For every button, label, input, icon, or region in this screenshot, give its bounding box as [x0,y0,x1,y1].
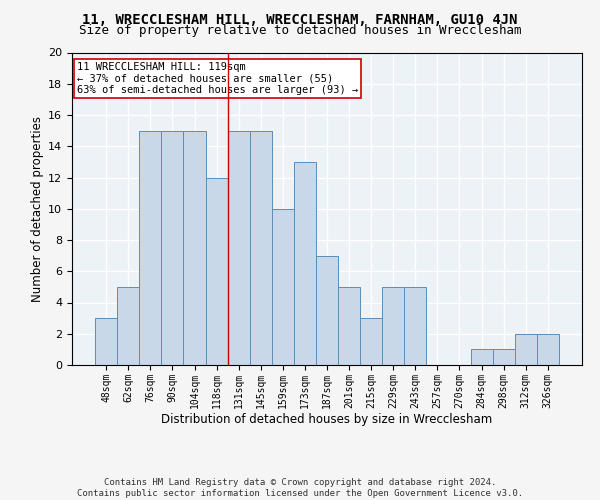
Bar [161,130,184,365]
Bar [184,130,206,365]
Bar [117,287,139,365]
Bar [139,130,161,365]
Bar [316,256,338,365]
Bar [404,287,427,365]
Text: Size of property relative to detached houses in Wrecclesham: Size of property relative to detached ho… [79,24,521,37]
Bar [294,162,316,365]
Text: Contains HM Land Registry data © Crown copyright and database right 2024.
Contai: Contains HM Land Registry data © Crown c… [77,478,523,498]
Bar [470,350,493,365]
Bar [338,287,360,365]
Bar [95,318,117,365]
Bar [206,178,227,365]
Bar [382,287,404,365]
Text: 11 WRECCLESHAM HILL: 119sqm
← 37% of detached houses are smaller (55)
63% of sem: 11 WRECCLESHAM HILL: 119sqm ← 37% of det… [77,62,358,95]
Bar [227,130,250,365]
Text: 11, WRECCLESHAM HILL, WRECCLESHAM, FARNHAM, GU10 4JN: 11, WRECCLESHAM HILL, WRECCLESHAM, FARNH… [82,12,518,26]
Bar [272,209,294,365]
Bar [250,130,272,365]
Bar [537,334,559,365]
Bar [360,318,382,365]
Y-axis label: Number of detached properties: Number of detached properties [31,116,44,302]
Bar [493,350,515,365]
Bar [515,334,537,365]
X-axis label: Distribution of detached houses by size in Wrecclesham: Distribution of detached houses by size … [161,414,493,426]
